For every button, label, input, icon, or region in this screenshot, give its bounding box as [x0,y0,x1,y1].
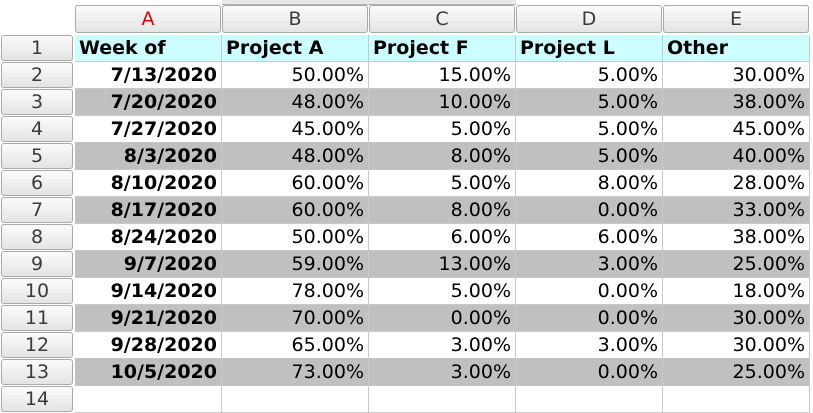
cell-e9[interactable]: 25.00% [663,251,810,278]
row-header-14[interactable]: 14 [1,386,73,412]
cell-d4[interactable]: 5.00% [516,116,663,143]
cell-a14[interactable] [75,386,222,413]
cell-b2[interactable]: 50.00% [222,62,369,89]
cell-a1[interactable]: Week of [75,35,222,62]
cell-c14[interactable] [369,386,516,413]
column-header-c[interactable]: C [369,5,515,33]
row-header-1[interactable]: 1 [1,35,73,61]
cell-c8[interactable]: 6.00% [369,224,516,251]
cell-e3[interactable]: 38.00% [663,89,810,116]
cell-d6[interactable]: 8.00% [516,170,663,197]
cell-b12[interactable]: 65.00% [222,332,369,359]
cell-a6[interactable]: 8/10/2020 [75,170,222,197]
cell-e5[interactable]: 40.00% [663,143,810,170]
cell-c1[interactable]: Project F [369,35,516,62]
cell-d2[interactable]: 5.00% [516,62,663,89]
cell-a10[interactable]: 9/14/2020 [75,278,222,305]
cell-a13[interactable]: 10/5/2020 [75,359,222,386]
column-header-e[interactable]: E [663,5,809,33]
cell-e8[interactable]: 38.00% [663,224,810,251]
cell-a8[interactable]: 8/24/2020 [75,224,222,251]
cell-b9[interactable]: 59.00% [222,251,369,278]
row-header-8[interactable]: 8 [1,224,73,250]
cell-d8[interactable]: 6.00% [516,224,663,251]
cell-a4[interactable]: 7/27/2020 [75,116,222,143]
row-header-2[interactable]: 2 [1,62,73,88]
cell-d11[interactable]: 0.00% [516,305,663,332]
cell-c7[interactable]: 8.00% [369,197,516,224]
cell-d14[interactable] [516,386,663,413]
row-header-10[interactable]: 10 [1,278,73,304]
cell-b1[interactable]: Project A [222,35,369,62]
cell-b4[interactable]: 45.00% [222,116,369,143]
column-header-a[interactable]: A [75,5,221,33]
cell-c11[interactable]: 0.00% [369,305,516,332]
cell-b7[interactable]: 60.00% [222,197,369,224]
top-tab-strip [369,0,516,5]
cell-e4[interactable]: 45.00% [663,116,810,143]
cell-e1[interactable]: Other [663,35,810,62]
row-header-5[interactable]: 5 [1,143,73,169]
row-header-3[interactable]: 3 [1,89,73,115]
cell-d1[interactable]: Project L [516,35,663,62]
cell-d10[interactable]: 0.00% [516,278,663,305]
cell-c10[interactable]: 5.00% [369,278,516,305]
cell-e7[interactable]: 33.00% [663,197,810,224]
cell-a7[interactable]: 8/17/2020 [75,197,222,224]
cell-a2[interactable]: 7/13/2020 [75,62,222,89]
cell-b8[interactable]: 50.00% [222,224,369,251]
cell-b3[interactable]: 48.00% [222,89,369,116]
cell-c4[interactable]: 5.00% [369,116,516,143]
cell-b10[interactable]: 78.00% [222,278,369,305]
row-header-7[interactable]: 7 [1,197,73,223]
cell-c6[interactable]: 5.00% [369,170,516,197]
cell-e10[interactable]: 18.00% [663,278,810,305]
cell-b14[interactable] [222,386,369,413]
cell-d7[interactable]: 0.00% [516,197,663,224]
row-header-6[interactable]: 6 [1,170,73,196]
cell-e2[interactable]: 30.00% [663,62,810,89]
row-header-4[interactable]: 4 [1,116,73,142]
cell-e13[interactable]: 25.00% [663,359,810,386]
cell-a5[interactable]: 8/3/2020 [75,143,222,170]
cell-c3[interactable]: 10.00% [369,89,516,116]
cell-a11[interactable]: 9/21/2020 [75,305,222,332]
cell-b6[interactable]: 60.00% [222,170,369,197]
column-header-d[interactable]: D [516,5,662,33]
cell-e6[interactable]: 28.00% [663,170,810,197]
top-tab-strip [222,0,369,5]
column-header-b[interactable]: B [222,5,368,33]
cell-b5[interactable]: 48.00% [222,143,369,170]
cell-d9[interactable]: 3.00% [516,251,663,278]
cell-c12[interactable]: 3.00% [369,332,516,359]
row-header-11[interactable]: 11 [1,305,73,331]
cell-a9[interactable]: 9/7/2020 [75,251,222,278]
cell-d13[interactable]: 0.00% [516,359,663,386]
cell-e12[interactable]: 30.00% [663,332,810,359]
select-all-corner[interactable] [0,0,74,34]
cell-e14[interactable] [663,386,810,413]
cell-a12[interactable]: 9/28/2020 [75,332,222,359]
cell-d12[interactable]: 3.00% [516,332,663,359]
cell-c5[interactable]: 8.00% [369,143,516,170]
cell-a3[interactable]: 7/20/2020 [75,89,222,116]
cell-e11[interactable]: 30.00% [663,305,810,332]
cell-c9[interactable]: 13.00% [369,251,516,278]
row-header-13[interactable]: 13 [1,359,73,385]
cell-c13[interactable]: 3.00% [369,359,516,386]
cell-c2[interactable]: 15.00% [369,62,516,89]
cell-b13[interactable]: 73.00% [222,359,369,386]
row-header-9[interactable]: 9 [1,251,73,277]
row-header-12[interactable]: 12 [1,332,73,358]
cell-d5[interactable]: 5.00% [516,143,663,170]
cell-d3[interactable]: 5.00% [516,89,663,116]
cell-b11[interactable]: 70.00% [222,305,369,332]
